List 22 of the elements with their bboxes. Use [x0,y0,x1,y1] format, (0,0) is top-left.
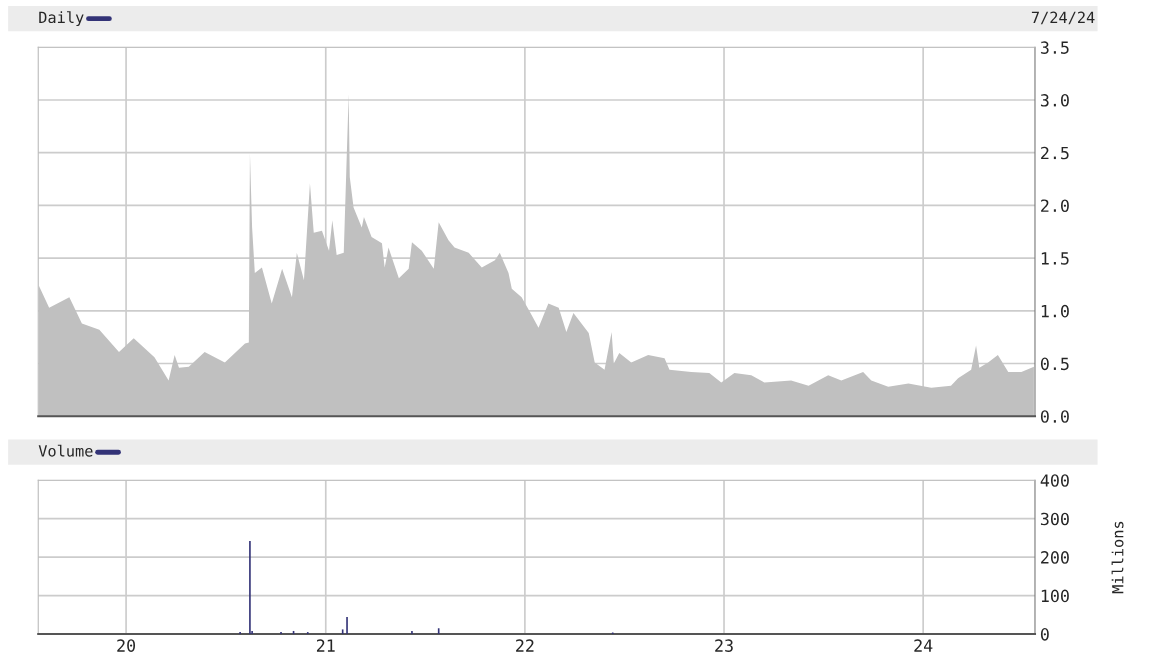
y-tick-label: 3.0 [1040,94,1069,107]
x-tick-label: 24 [914,639,933,652]
y-axis-title: Millions [1111,521,1124,594]
y-tick-label: 0.5 [1040,357,1069,371]
y-tick-label: 1.0 [1041,304,1069,318]
chart-title: Daily [39,11,84,27]
x-tick-label: 21 [316,639,335,652]
y-tick-label: 100 [1041,589,1069,603]
y-tick-label: 0 [1040,628,1049,641]
y-tick-label: 0.0 [1040,410,1069,423]
y-tick-label: 200 [1041,551,1069,564]
y-tick-label: 1.5 [1041,252,1069,265]
y-tick-label: 300 [1040,512,1069,526]
text: 7/24/24 [1031,11,1095,25]
x-tick-label: 22 [516,639,534,652]
y-tick-label: 2.0 [1041,199,1069,213]
x-tick-label: 20 [117,639,136,652]
y-tick-label: 400 [1040,474,1069,487]
y-tick-label: 2.5 [1041,146,1069,160]
x-tick-label: 23 [715,639,733,652]
chart-title: Volume [38,444,93,457]
y-tick-label: 3.5 [1040,41,1069,54]
